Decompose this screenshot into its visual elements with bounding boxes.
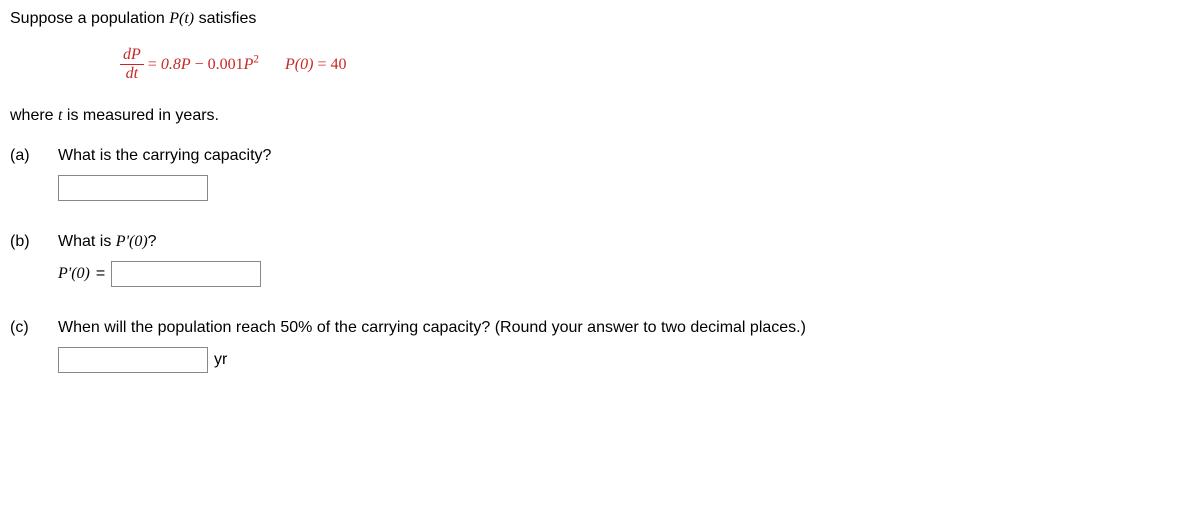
term2-var: P [244, 56, 254, 73]
part-b-label: (b) [10, 233, 40, 287]
frac-num: dP [120, 46, 144, 64]
part-a-body: What is the carrying capacity? [58, 147, 1190, 201]
part-c-label: (c) [10, 319, 40, 373]
minus: − [195, 56, 204, 74]
part-b-eq: = [96, 265, 105, 283]
part-b-input[interactable] [111, 261, 261, 287]
part-a-answer-row [58, 175, 1190, 201]
part-b-var: P'(0) [116, 233, 148, 250]
term2: 0.001P2 [208, 56, 259, 74]
where-tail: is measured in years. [62, 107, 219, 124]
part-b-body: What is P'(0)? P'(0) = [58, 233, 1190, 287]
initial-condition: P(0) = 40 [285, 56, 346, 74]
part-a-text: What is the carrying capacity? [58, 147, 1190, 165]
dP-dt-fraction: dP dt [120, 46, 144, 83]
eq-sign: = [148, 56, 157, 74]
intro-line: Suppose a population P(t) satisfies [10, 10, 1190, 28]
term1: 0.8P [161, 56, 191, 74]
part-c-body: When will the population reach 50% of th… [58, 319, 1190, 373]
part-b-tail: ? [148, 233, 157, 250]
ic-eq: = [317, 56, 326, 74]
part-c: (c) When will the population reach 50% o… [10, 319, 1190, 373]
ic-val: 40 [330, 56, 346, 74]
term2-coef: 0.001 [208, 56, 244, 73]
part-c-unit: yr [214, 351, 227, 369]
where-text: where [10, 107, 58, 124]
frac-den: dt [123, 65, 141, 83]
equation: dP dt = 0.8P − 0.001P2 P(0) = 40 [120, 46, 1190, 83]
part-c-answer-row: yr [58, 347, 1190, 373]
where-line: where t is measured in years. [10, 107, 1190, 125]
intro-tail: satisfies [194, 10, 256, 27]
part-b-lhs: P'(0) [58, 265, 90, 283]
diffeq: dP dt = 0.8P − 0.001P2 [120, 46, 259, 83]
intro-text: Suppose a population [10, 10, 169, 27]
part-b-text: What is P'(0)? [58, 233, 1190, 251]
ic-lhs: P(0) [285, 56, 313, 74]
part-a-label: (a) [10, 147, 40, 201]
part-a-input[interactable] [58, 175, 208, 201]
part-c-text: When will the population reach 50% of th… [58, 319, 1190, 337]
part-b-t1: What is [58, 233, 116, 250]
part-a: (a) What is the carrying capacity? [10, 147, 1190, 201]
part-b-answer-row: P'(0) = [58, 261, 1190, 287]
intro-var: P(t) [169, 10, 194, 27]
part-c-input[interactable] [58, 347, 208, 373]
term2-sup: 2 [253, 53, 259, 65]
part-b: (b) What is P'(0)? P'(0) = [10, 233, 1190, 287]
